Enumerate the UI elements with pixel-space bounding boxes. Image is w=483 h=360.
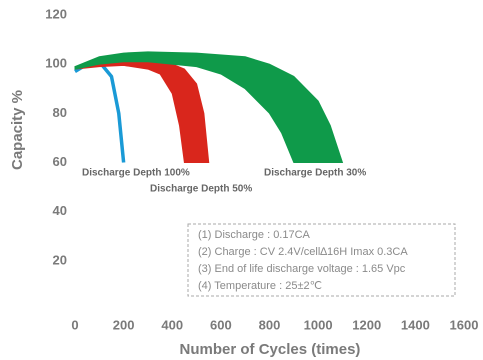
y-tick-label: 80 [53,105,67,120]
x-tick-label: 600 [210,317,232,332]
y-axis-title: Capacity % [9,90,26,170]
x-tick-label: 400 [161,317,183,332]
y-tick-label: 60 [53,154,67,169]
x-tick-label: 800 [259,317,281,332]
note: (2) Charge : CV 2.4V/cell∆16H Imax 0.3CA [198,246,408,258]
x-axis-title: Number of Cycles (times) [180,341,361,358]
y-tick-label: 40 [53,203,67,218]
x-tick-label: 1400 [401,317,430,332]
note: (4) Temperature : 25±2℃ [198,280,322,292]
x-tick-label: 0 [71,317,78,332]
note: (3) End of life discharge voltage : 1.65… [198,263,406,275]
y-tick-label: 100 [45,56,67,71]
notes-box [187,223,456,297]
note: (1) Discharge : 0.17CA [198,229,311,241]
area-band [74,61,210,163]
series-label: Discharge Depth 100% [82,168,190,179]
x-tick-label: 1000 [304,317,333,332]
line [74,59,126,163]
x-tick-label: 200 [113,317,135,332]
series-label: Discharge Depth 50% [150,184,252,195]
x-tick-label: 1600 [450,317,479,332]
series-label: Discharge Depth 30% [264,168,366,179]
y-tick-label: 20 [53,252,67,267]
area-band [74,51,344,163]
y-tick-label: 120 [45,6,67,21]
x-tick-label: 1200 [352,317,381,332]
